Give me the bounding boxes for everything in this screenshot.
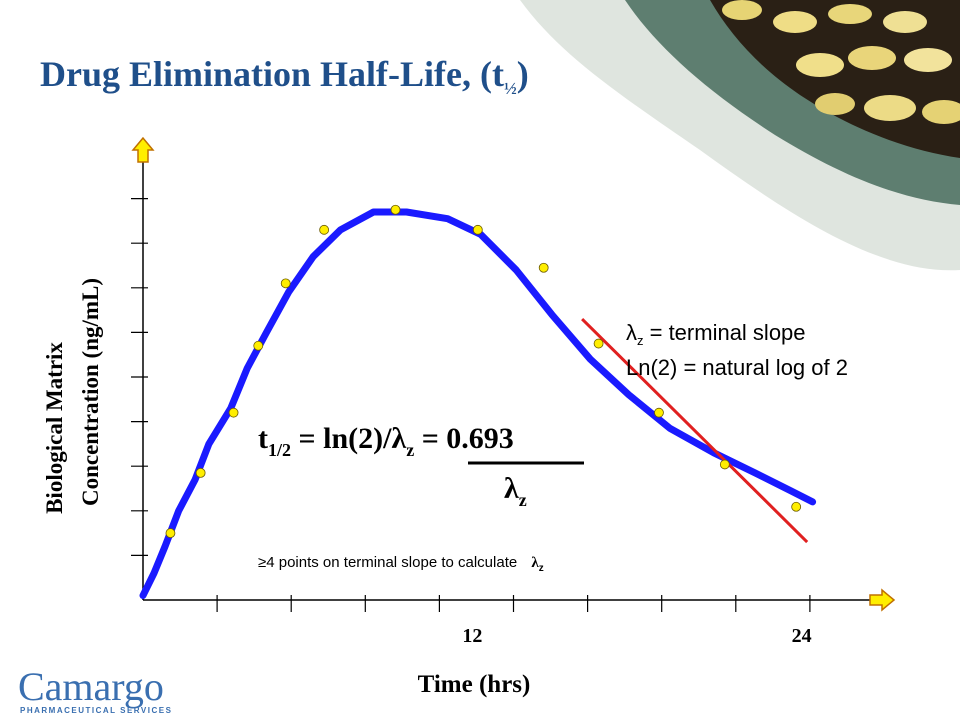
sample-point-5 [280, 278, 291, 289]
y-axis-label-line1: Biological Matrix [42, 342, 67, 514]
company-logo-subtitle: PHARMACEUTICAL SERVICES [20, 706, 172, 715]
sample-point-13 [791, 501, 802, 512]
x-axis-label: Time (hrs) [418, 671, 531, 698]
sample-point-12 [719, 459, 730, 470]
x-axis-tick-labels: 12 24 [462, 625, 811, 647]
sample-point-8 [472, 224, 483, 235]
sample-point-6 [319, 224, 330, 235]
sample-point-1 [165, 528, 176, 538]
sample-point-7 [390, 204, 401, 215]
x-axis-arrow [869, 588, 896, 612]
company-logo: Camargo [18, 664, 164, 709]
sample-point-10 [593, 338, 604, 349]
half-life-formula: t1/2 = ln(2)/λz = 0.693 [258, 422, 514, 460]
x-tick-label-12: 12 [462, 625, 482, 647]
sample-point-11 [654, 407, 664, 418]
legend-lambda-z: λz = terminal slope [626, 320, 806, 348]
legend-ln2: Ln(2) = natural log of 2 [626, 355, 848, 380]
sample-points [165, 204, 802, 538]
sample-point-3 [228, 407, 239, 418]
terminal-slope-note: ≥4 points on terminal slope to calculate… [258, 554, 544, 574]
x-tick-label-24: 24 [792, 625, 812, 647]
sample-point-2 [195, 467, 206, 478]
x-axis-ticks [216, 595, 811, 612]
terminal-slope-line [581, 317, 809, 544]
sample-point-4 [253, 340, 264, 351]
y-axis-arrow [131, 136, 155, 163]
y-axis-ticks [131, 198, 148, 557]
formula-denominator: λz [504, 472, 527, 510]
page-title: Drug Elimination Half-Life, (t½) [40, 54, 529, 98]
y-axis-label-line2: Concentration (ng/mL) [78, 278, 103, 506]
sample-point-9 [538, 262, 549, 273]
concentration-curve [139, 208, 817, 599]
pill-bottles-photo [710, 0, 960, 158]
